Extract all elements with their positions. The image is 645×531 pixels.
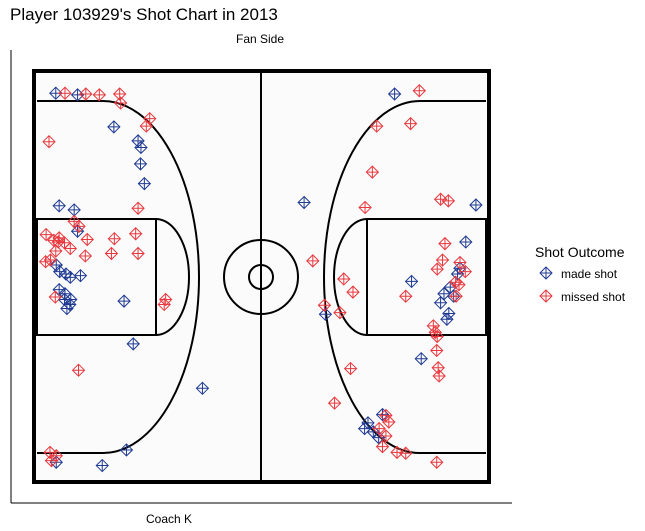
missed-shot-point (441, 194, 456, 208)
missed-shot-point (430, 262, 444, 276)
missed-shot-point (333, 305, 347, 320)
fan-side-label: Fan Side (236, 32, 285, 46)
missed-shot-point (92, 88, 107, 102)
missed-shot-point (337, 272, 351, 286)
missed-shot-point (382, 415, 396, 429)
missed-shot-point (48, 290, 63, 304)
right-free-throw-arc (333, 218, 368, 336)
made-shot-point (195, 381, 210, 395)
missed-shot-point (449, 289, 463, 303)
made-shot-point (361, 416, 375, 430)
missed-shot-point (375, 439, 390, 454)
legend-key-made (539, 266, 553, 280)
made-shot-point (73, 268, 88, 283)
missed-shot-point (42, 134, 56, 149)
legend-key-missed (539, 289, 553, 303)
made-shot-point (442, 306, 456, 321)
missed-shot-point (453, 255, 467, 270)
made-shot-point (459, 235, 473, 249)
shot-points (38, 84, 483, 473)
center-circle-inner (248, 264, 274, 290)
missed-shot-point (365, 165, 380, 179)
missed-shot-point (131, 201, 145, 215)
missed-shot-point (306, 254, 320, 268)
missed-shot-point (80, 232, 94, 247)
missed-shot-point (412, 84, 427, 98)
legend-title: Shot Outcome (535, 244, 625, 260)
missed-shot-point (452, 278, 466, 292)
missed-shot-point (430, 343, 444, 358)
made-shot-point (126, 337, 140, 351)
missed-shot-point (399, 289, 413, 303)
made-shot-point (134, 140, 148, 155)
made-shot-point (119, 443, 134, 457)
missed-shot-point (128, 227, 143, 241)
chart-title: Player 103929's Shot Chart in 2013 (10, 5, 278, 24)
missed-shot-point (317, 298, 332, 312)
missed-shot-point (113, 96, 128, 110)
missed-shot-point (72, 219, 86, 234)
missed-shot-point (430, 455, 444, 469)
made-shot-point (107, 120, 121, 134)
missed-shot-point (327, 396, 342, 410)
made-shot-point (52, 264, 67, 279)
missed-shot-point (43, 253, 58, 267)
made-shot-point (387, 87, 402, 101)
missed-shot-point (79, 87, 93, 101)
missed-shot-point (372, 421, 386, 436)
left-free-throw-arc (155, 218, 190, 336)
missed-shot-point (39, 227, 53, 242)
missed-shot-point (131, 246, 145, 261)
missed-shot-point (369, 119, 384, 133)
legend-label-made: made shot (561, 267, 618, 281)
missed-shot-point (438, 236, 452, 251)
made-shot-point (414, 351, 428, 366)
missed-shot-point (49, 244, 63, 258)
missed-shot-point (142, 111, 157, 126)
missed-shot-point (58, 86, 72, 100)
missed-shot-point (428, 325, 442, 340)
missed-shot-point (78, 249, 93, 263)
missed-shot-point (49, 448, 63, 463)
made-shot-point (433, 296, 448, 310)
basketball-court (32, 69, 491, 484)
missed-shot-point (431, 361, 445, 375)
missed-shot-point (379, 429, 393, 443)
missed-shot-point (343, 361, 358, 376)
made-shot-point (52, 199, 66, 213)
missed-shot-point (63, 241, 78, 256)
made-shot-point (469, 198, 483, 212)
missed-shot-point (358, 200, 372, 215)
legend-label-missed: missed shot (561, 290, 626, 304)
missed-shot-point (51, 235, 65, 249)
missed-shot-point (104, 246, 119, 261)
made-shot-point (404, 274, 419, 289)
made-shot-point (133, 157, 148, 171)
legend-keys (539, 266, 553, 303)
missed-shot-point (157, 297, 171, 312)
made-shot-point (297, 195, 311, 210)
made-shot-point (137, 176, 152, 191)
made-shot-point (95, 458, 109, 473)
missed-shot-point (403, 116, 418, 131)
missed-shot-point (107, 231, 122, 246)
missed-shot-point (426, 319, 441, 333)
missed-shot-point (435, 253, 450, 267)
missed-shot-point (399, 446, 413, 460)
center-circle-outer (223, 239, 299, 315)
missed-shot-point (71, 363, 86, 377)
made-shot-point (58, 287, 72, 301)
coach-k-label: Coach K (146, 512, 193, 526)
missed-shot-point (346, 285, 360, 299)
made-shot-point (117, 294, 131, 308)
missed-shot-point (432, 369, 446, 383)
missed-shot-point (458, 264, 472, 279)
